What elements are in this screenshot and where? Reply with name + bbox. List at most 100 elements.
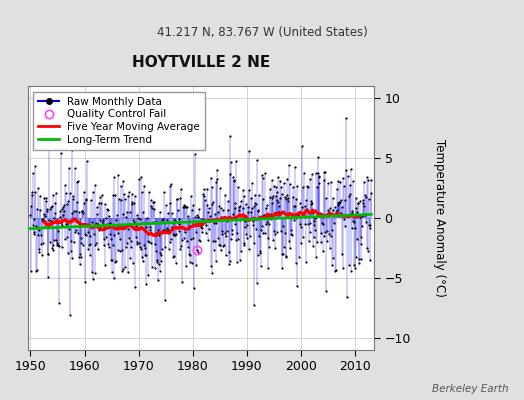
Point <box>233 229 241 236</box>
Point <box>95 194 104 200</box>
Point <box>224 198 232 204</box>
Point <box>229 174 237 180</box>
Point <box>322 287 331 294</box>
Point <box>242 200 250 207</box>
Point <box>242 230 250 237</box>
Point <box>64 250 72 256</box>
Point <box>308 170 316 177</box>
Point <box>168 209 177 216</box>
Point <box>49 192 57 198</box>
Point <box>104 207 112 214</box>
Point <box>255 192 263 199</box>
Point <box>43 208 51 214</box>
Point <box>112 216 121 223</box>
Point <box>122 244 130 250</box>
Point <box>328 226 336 233</box>
Point <box>156 268 165 274</box>
Point <box>365 225 374 232</box>
Point <box>172 231 180 237</box>
Point <box>51 200 59 206</box>
Point <box>312 254 321 260</box>
Point <box>268 177 277 184</box>
Point <box>328 262 336 268</box>
Point <box>302 197 310 204</box>
Point <box>28 192 36 198</box>
Point <box>165 246 173 252</box>
Text: 41.217 N, 83.767 W (United States): 41.217 N, 83.767 W (United States) <box>157 26 367 39</box>
Point <box>330 212 339 218</box>
Point <box>79 210 87 217</box>
Point <box>143 220 151 226</box>
Point <box>61 236 69 243</box>
Point <box>90 270 99 276</box>
Point <box>334 202 343 208</box>
Point <box>310 222 318 228</box>
Point <box>159 188 168 195</box>
Point <box>74 178 82 184</box>
Point <box>296 208 304 215</box>
Point <box>113 224 122 230</box>
Point <box>277 264 286 271</box>
Point <box>200 193 208 200</box>
Point <box>107 257 115 263</box>
Point <box>140 183 148 190</box>
Point <box>241 218 249 225</box>
Point <box>156 250 164 256</box>
Point <box>165 229 173 236</box>
Point <box>250 192 259 198</box>
Point <box>297 240 305 246</box>
Point <box>348 225 357 232</box>
Point <box>249 302 258 308</box>
Point <box>160 227 168 234</box>
Point <box>46 239 54 245</box>
Point <box>123 226 132 233</box>
Point <box>200 186 209 192</box>
Point <box>75 260 84 267</box>
Point <box>88 269 96 275</box>
Point <box>258 222 266 229</box>
Point <box>241 193 249 200</box>
Point <box>267 216 275 222</box>
Point <box>244 204 252 210</box>
Point <box>188 207 196 213</box>
Point <box>272 189 281 195</box>
Point <box>319 248 328 254</box>
Point <box>341 223 349 229</box>
Point <box>45 251 53 257</box>
Point <box>114 229 122 236</box>
Point <box>39 240 47 246</box>
Point <box>117 268 126 274</box>
Point <box>347 166 355 172</box>
Point <box>277 184 285 190</box>
Point <box>259 230 267 236</box>
Point <box>101 200 109 207</box>
Point <box>218 231 226 238</box>
Point <box>260 230 269 236</box>
Point <box>159 227 167 234</box>
Point <box>246 233 254 240</box>
Point <box>311 215 320 221</box>
Point <box>73 198 81 205</box>
Point <box>81 197 90 203</box>
Point <box>123 209 131 216</box>
Point <box>151 241 159 247</box>
Point <box>284 198 292 204</box>
Point <box>59 212 67 218</box>
Point <box>117 197 125 203</box>
Point <box>175 221 183 228</box>
Point <box>305 176 314 182</box>
Point <box>304 183 312 190</box>
Point <box>238 216 246 222</box>
Point <box>172 195 181 202</box>
Point <box>240 241 248 248</box>
Point <box>336 197 345 203</box>
Point <box>38 216 47 222</box>
Point <box>281 194 289 200</box>
Point <box>340 183 348 190</box>
Point <box>267 195 276 202</box>
Point <box>83 228 92 235</box>
Point <box>54 242 62 248</box>
Point <box>280 244 288 250</box>
Point <box>139 242 148 248</box>
Point <box>283 192 291 199</box>
